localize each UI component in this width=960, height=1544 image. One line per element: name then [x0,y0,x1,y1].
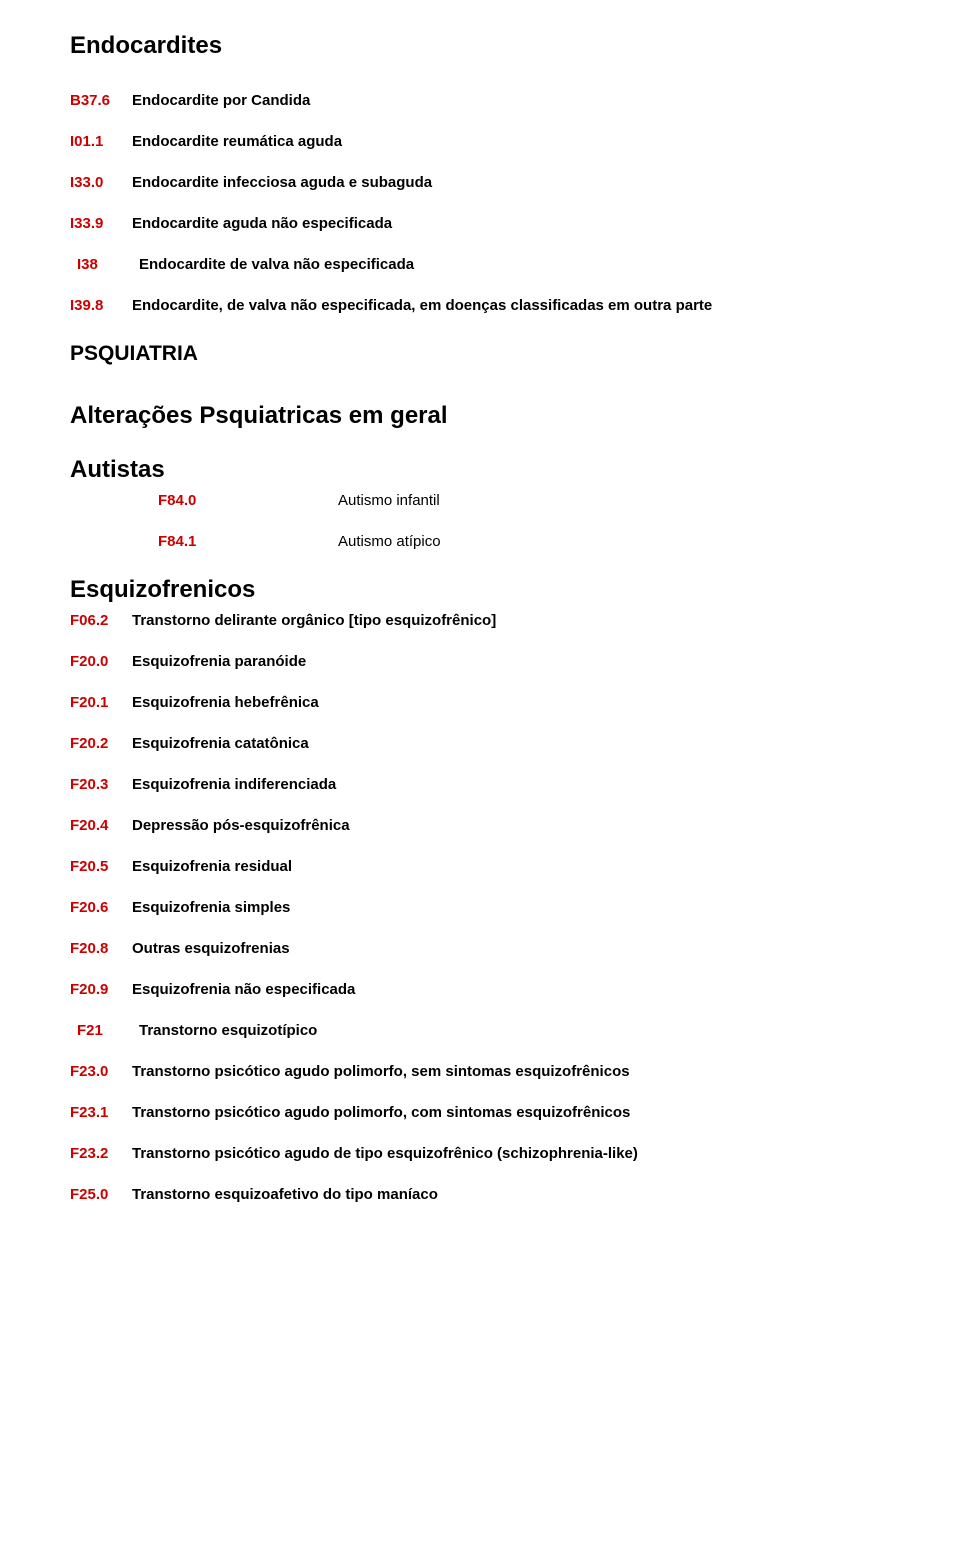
code-row: F20.6Esquizofrenia simples [70,899,890,916]
esquizo-title: Esquizofrenicos [70,576,890,604]
code-row: F23.0Transtorno psicótico agudo polimorf… [70,1063,890,1080]
code-desc: Transtorno psicótico agudo polimorfo, co… [132,1104,890,1121]
esquizo-list: F06.2Transtorno delirante orgânico [tipo… [70,612,890,1203]
code-desc: Endocardite infecciosa aguda e subaguda [132,174,890,191]
code-label: F20.1 [70,694,132,711]
code-desc: Esquizofrenia residual [132,858,890,875]
code-row: F20.0Esquizofrenia paranóide [70,653,890,670]
code-label: F20.3 [70,776,132,793]
autistas-list: F84.0Autismo infantil F84.1Autismo atípic… [70,492,890,550]
page: Endocardites B37.6Endocardite por Candid… [0,0,960,1267]
section2-title: PSQUIATRIA [70,342,890,366]
code-label: B37.6 [70,92,132,109]
code-row: F23.2Transtorno psicótico agudo de tipo … [70,1145,890,1162]
code-desc: Depressão pós-esquizofrênica [132,817,890,834]
code-row: F20.2Esquizofrenia catatônica [70,735,890,752]
code-row: I33.9Endocardite aguda não especificada [70,215,890,232]
code-desc: Esquizofrenia não especificada [132,981,890,998]
code-row: F23.1Transtorno psicótico agudo polimorf… [70,1104,890,1121]
code-desc: Autismo atípico [338,533,890,550]
code-label: I33.0 [70,174,132,191]
code-desc: Esquizofrenia hebefrênica [132,694,890,711]
code-label: I33.9 [70,215,132,232]
autistas-title: Autistas [70,456,890,484]
code-label: F20.5 [70,858,132,875]
code-label: F20.2 [70,735,132,752]
code-label: F06.2 [70,612,132,629]
code-desc: Transtorno delirante orgânico [tipo esqu… [132,612,890,629]
code-label: F25.0 [70,1186,132,1203]
code-row: I33.0Endocardite infecciosa aguda e suba… [70,174,890,191]
code-desc: Esquizofrenia paranóide [132,653,890,670]
code-label: I01.1 [70,133,132,150]
code-label: F23.0 [70,1063,132,1080]
code-label: F84.0 [158,492,338,509]
code-desc: Transtorno psicótico agudo polimorfo, se… [132,1063,890,1080]
code-desc: Endocardite aguda não especificada [132,215,890,232]
code-label: I38 [77,256,139,273]
code-row: I39.8Endocardite, de valva não especific… [70,297,890,314]
code-label: F21 [77,1022,139,1039]
code-row: F20.9Esquizofrenia não especificada [70,981,890,998]
code-desc: Esquizofrenia catatônica [132,735,890,752]
code-row: F06.2Transtorno delirante orgânico [tipo… [70,612,890,629]
code-label: F23.1 [70,1104,132,1121]
section1-title: Endocardites [70,32,890,60]
code-desc: Outras esquizofrenias [132,940,890,957]
code-desc: Endocardite de valva não especificada [139,256,890,273]
section2-subtitle: Alterações Psquiatricas em geral [70,402,890,430]
code-label: F20.8 [70,940,132,957]
code-desc: Autismo infantil [338,492,890,509]
sub-row: F84.0Autismo infantil [158,492,890,509]
code-row: F20.4Depressão pós-esquizofrênica [70,817,890,834]
code-row: F20.1Esquizofrenia hebefrênica [70,694,890,711]
code-desc: Esquizofrenia indiferenciada [132,776,890,793]
code-desc: Transtorno psicótico agudo de tipo esqui… [132,1145,890,1162]
code-row: F21Transtorno esquizotípico [70,1022,890,1039]
code-desc: Esquizofrenia simples [132,899,890,916]
section1-list: B37.6Endocardite por CandidaI01.1Endocar… [70,92,890,314]
code-label: F20.9 [70,981,132,998]
code-label: F20.4 [70,817,132,834]
sub-row: F84.1Autismo atípico [158,533,890,550]
code-desc: Transtorno esquizoafetivo do tipo maníac… [132,1186,890,1203]
code-row: I38Endocardite de valva não especificada [70,256,890,273]
code-label: F84.1 [158,533,338,550]
code-label: I39.8 [70,297,132,314]
code-row: F20.8Outras esquizofrenias [70,940,890,957]
code-label: F20.6 [70,899,132,916]
code-desc: Endocardite por Candida [132,92,890,109]
code-row: F25.0Transtorno esquizoafetivo do tipo m… [70,1186,890,1203]
code-row: B37.6Endocardite por Candida [70,92,890,109]
code-row: F20.3Esquizofrenia indiferenciada [70,776,890,793]
code-row: F20.5Esquizofrenia residual [70,858,890,875]
code-desc: Endocardite reumática aguda [132,133,890,150]
code-row: I01.1Endocardite reumática aguda [70,133,890,150]
code-label: F23.2 [70,1145,132,1162]
code-desc: Transtorno esquizotípico [139,1022,890,1039]
code-desc: Endocardite, de valva não especificada, … [132,297,890,314]
code-label: F20.0 [70,653,132,670]
